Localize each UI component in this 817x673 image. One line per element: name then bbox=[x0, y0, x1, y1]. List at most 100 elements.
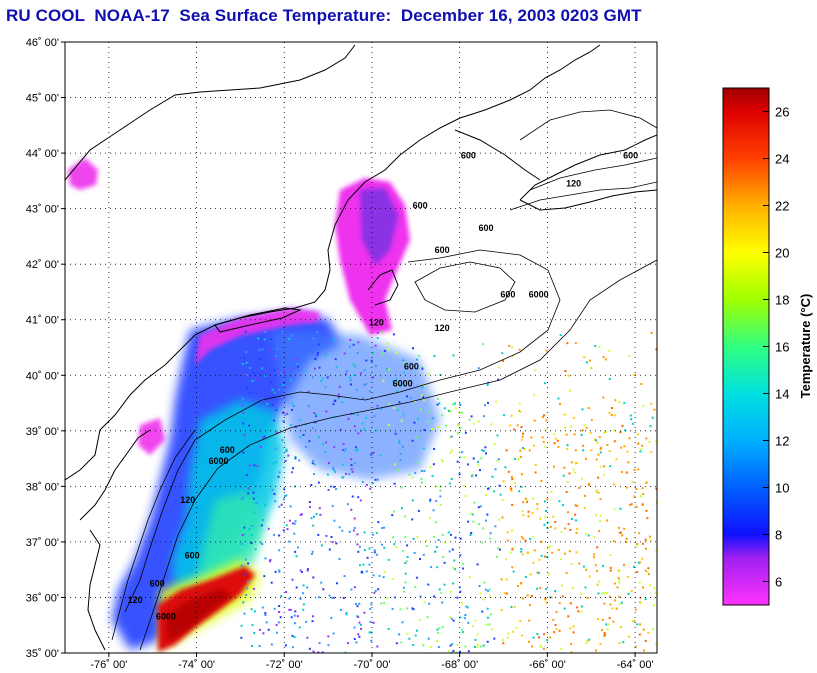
sst-pixel bbox=[290, 368, 293, 371]
sst-pixel bbox=[283, 488, 286, 491]
sst-pixel bbox=[321, 377, 324, 380]
sst-pixel bbox=[249, 464, 252, 467]
sst-pixel bbox=[260, 524, 263, 527]
sst-pixel bbox=[505, 449, 508, 452]
sst-pixel bbox=[338, 396, 340, 398]
sst-pixel bbox=[250, 608, 253, 611]
sst-pixel bbox=[547, 547, 550, 550]
sst-pixel bbox=[588, 575, 591, 578]
sst-pixel bbox=[382, 576, 385, 579]
sst-pixel bbox=[520, 550, 523, 553]
sst-pixel bbox=[544, 516, 547, 519]
sst-pixel bbox=[403, 371, 406, 374]
sst-pixel bbox=[613, 582, 616, 585]
sst-pixel bbox=[479, 645, 482, 648]
sst-pixel bbox=[353, 517, 356, 520]
sst-pixel bbox=[273, 533, 275, 536]
sst-pixel bbox=[267, 527, 270, 530]
sst-pixel bbox=[515, 626, 518, 629]
sst-pixel bbox=[563, 466, 566, 469]
lon-tick-label: -76˚ 00' bbox=[90, 659, 127, 671]
sst-pixel bbox=[574, 449, 577, 452]
sst-pixel bbox=[360, 429, 363, 432]
sst-pixel bbox=[609, 603, 612, 606]
sst-pixel bbox=[392, 407, 395, 409]
sst-pixel bbox=[388, 424, 390, 427]
sst-pixel bbox=[572, 468, 575, 471]
contour-depth-label: 120 bbox=[369, 317, 384, 327]
sst-pixel bbox=[609, 554, 612, 557]
sst-pixel bbox=[365, 483, 368, 486]
sst-pixel bbox=[625, 486, 628, 489]
sst-pixel bbox=[282, 529, 285, 532]
sst-pixel bbox=[510, 346, 513, 349]
sst-pixel bbox=[350, 383, 352, 386]
sst-pixel bbox=[609, 566, 612, 569]
contour-depth-label: 600 bbox=[500, 290, 515, 300]
sst-pixel bbox=[400, 419, 403, 422]
sst-pixel bbox=[611, 407, 613, 409]
sst-pixel bbox=[597, 592, 600, 595]
sst-pixel bbox=[570, 651, 573, 653]
sst-pixel bbox=[401, 507, 403, 510]
sst-pixel bbox=[273, 492, 276, 495]
sst-pixel bbox=[620, 446, 623, 449]
colorbar: 26 24 22 20 18 16 14 12 10 8 6 Temperature (°C) bbox=[722, 87, 813, 606]
sst-pixel bbox=[245, 474, 248, 476]
sst-pixel bbox=[568, 389, 571, 392]
sst-pixel bbox=[462, 562, 465, 565]
sst-pixel bbox=[562, 504, 564, 507]
sst-pixel bbox=[565, 491, 568, 494]
sst-pixel bbox=[553, 631, 556, 634]
sst-pixel bbox=[375, 531, 378, 534]
sst-pixel bbox=[345, 613, 348, 616]
sst-pixel bbox=[597, 453, 600, 456]
sst-pixel bbox=[351, 495, 354, 498]
sst-pixel bbox=[454, 407, 457, 410]
sst-pixel bbox=[595, 490, 597, 493]
latitude-axis: 46˚ 00' 45˚ 00' 44˚ 00' 43˚ 00' 42˚ 00' 41˚ 0… bbox=[26, 37, 65, 660]
sst-pixel bbox=[555, 628, 558, 631]
sst-pixel bbox=[461, 631, 464, 634]
sst-pixel bbox=[464, 645, 467, 648]
sst-pixel bbox=[261, 348, 264, 351]
sst-pixel bbox=[504, 466, 507, 469]
sst-pixel bbox=[278, 605, 281, 607]
sst-pixel bbox=[277, 371, 280, 374]
sst-pixel bbox=[484, 404, 486, 407]
sst-pixel bbox=[457, 424, 460, 427]
sst-pixel bbox=[321, 442, 324, 445]
sst-pixel bbox=[643, 649, 645, 652]
sst-pixel bbox=[474, 645, 476, 648]
sst-pixel bbox=[584, 494, 586, 497]
sst-pixel bbox=[613, 440, 616, 443]
sst-pixel bbox=[316, 354, 319, 357]
sst-pixel bbox=[472, 422, 475, 425]
sst-pixel bbox=[259, 541, 262, 544]
sst-pixel bbox=[594, 345, 597, 348]
lat-tick-label: 41˚ 00' bbox=[26, 315, 59, 327]
sst-pixel bbox=[589, 359, 591, 362]
sst-pixel bbox=[331, 466, 334, 469]
sst-pixel bbox=[432, 509, 435, 512]
sst-chesapeake-magenta bbox=[138, 418, 165, 455]
sst-pixel bbox=[495, 400, 498, 403]
sst-pixel bbox=[527, 510, 530, 513]
colorbar-tick-label: 8 bbox=[775, 528, 782, 543]
sst-pixel bbox=[563, 552, 566, 555]
sst-pixel bbox=[471, 474, 473, 477]
sst-pixel bbox=[350, 508, 353, 511]
sst-pixel bbox=[356, 543, 359, 546]
sst-pixel bbox=[399, 383, 402, 386]
sst-pixel bbox=[456, 432, 459, 435]
sst-pixel bbox=[306, 636, 309, 639]
sst-pixel bbox=[376, 404, 379, 407]
sst-pixel bbox=[327, 635, 330, 638]
sst-pixel bbox=[608, 595, 611, 598]
sst-pixel bbox=[594, 564, 597, 567]
sst-pixel bbox=[441, 533, 444, 536]
sst-pixel bbox=[374, 589, 377, 592]
sst-pixel bbox=[518, 348, 521, 351]
sst-pixel bbox=[449, 436, 452, 439]
sst-pixel bbox=[613, 483, 616, 486]
